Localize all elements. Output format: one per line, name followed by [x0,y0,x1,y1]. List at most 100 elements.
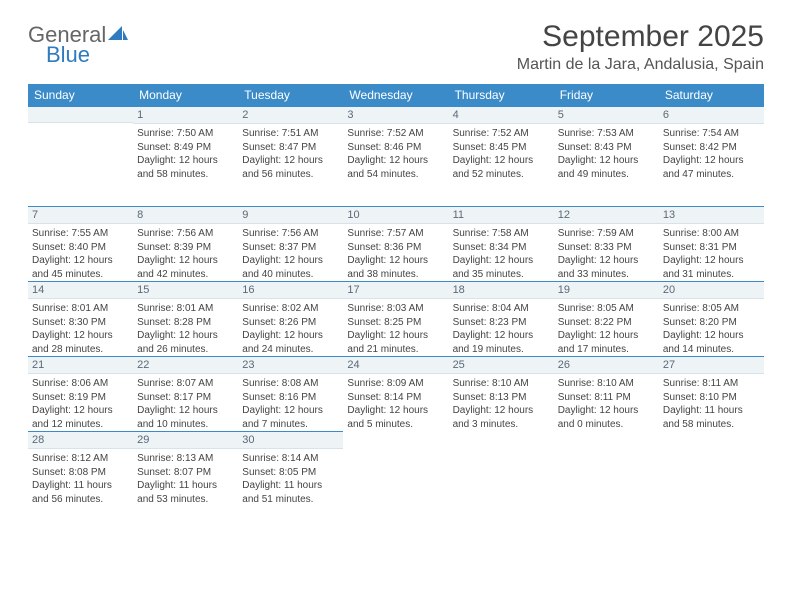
day-number: 4 [449,106,554,124]
daylight-line: Daylight: 12 hours and 38 minutes. [347,254,444,281]
daylight-line: Daylight: 12 hours and 45 minutes. [32,254,129,281]
sunrise-line: Sunrise: 7:50 AM [137,127,234,141]
day-info: Sunrise: 7:52 AMSunset: 8:46 PMDaylight:… [343,124,448,181]
calendar-cell [449,431,554,514]
daylight-line: Daylight: 12 hours and 42 minutes. [137,254,234,281]
day-number: 17 [343,281,448,299]
calendar-cell: 8Sunrise: 7:56 AMSunset: 8:39 PMDaylight… [133,206,238,281]
calendar-cell: 5Sunrise: 7:53 AMSunset: 8:43 PMDaylight… [554,106,659,206]
day-info: Sunrise: 7:59 AMSunset: 8:33 PMDaylight:… [554,224,659,281]
day-info: Sunrise: 8:11 AMSunset: 8:10 PMDaylight:… [659,374,764,431]
calendar-cell: 11Sunrise: 7:58 AMSunset: 8:34 PMDayligh… [449,206,554,281]
sunset-line: Sunset: 8:49 PM [137,141,234,155]
sunrise-line: Sunrise: 7:51 AM [242,127,339,141]
sunset-line: Sunset: 8:10 PM [663,391,760,405]
day-number: 10 [343,206,448,224]
weekday-header: Sunday [28,84,133,106]
sunrise-line: Sunrise: 8:10 AM [558,377,655,391]
day-number: 23 [238,356,343,374]
day-info: Sunrise: 7:52 AMSunset: 8:45 PMDaylight:… [449,124,554,181]
daylight-line: Daylight: 12 hours and 28 minutes. [32,329,129,356]
day-number: 12 [554,206,659,224]
day-info: Sunrise: 8:02 AMSunset: 8:26 PMDaylight:… [238,299,343,356]
sunrise-line: Sunrise: 8:01 AM [137,302,234,316]
sunrise-line: Sunrise: 7:54 AM [663,127,760,141]
calendar-cell: 15Sunrise: 8:01 AMSunset: 8:28 PMDayligh… [133,281,238,356]
sunrise-line: Sunrise: 7:52 AM [347,127,444,141]
logo-blue: Blue [46,44,128,66]
sunset-line: Sunset: 8:31 PM [663,241,760,255]
calendar-cell: 16Sunrise: 8:02 AMSunset: 8:26 PMDayligh… [238,281,343,356]
calendar-cell: 24Sunrise: 8:09 AMSunset: 8:14 PMDayligh… [343,356,448,431]
sunset-line: Sunset: 8:37 PM [242,241,339,255]
sunset-line: Sunset: 8:34 PM [453,241,550,255]
day-number: 26 [554,356,659,374]
sunrise-line: Sunrise: 8:01 AM [32,302,129,316]
calendar-cell: 10Sunrise: 7:57 AMSunset: 8:36 PMDayligh… [343,206,448,281]
sunrise-line: Sunrise: 8:09 AM [347,377,444,391]
day-info: Sunrise: 7:54 AMSunset: 8:42 PMDaylight:… [659,124,764,181]
daylight-line: Daylight: 12 hours and 3 minutes. [453,404,550,431]
daylight-line: Daylight: 12 hours and 47 minutes. [663,154,760,181]
day-number: 28 [28,431,133,449]
calendar-cell [28,106,133,206]
day-number: 7 [28,206,133,224]
daylight-line: Daylight: 12 hours and 21 minutes. [347,329,444,356]
day-info: Sunrise: 8:10 AMSunset: 8:11 PMDaylight:… [554,374,659,431]
calendar-cell: 30Sunrise: 8:14 AMSunset: 8:05 PMDayligh… [238,431,343,514]
sunset-line: Sunset: 8:39 PM [137,241,234,255]
sunrise-line: Sunrise: 7:55 AM [32,227,129,241]
sunset-line: Sunset: 8:05 PM [242,466,339,480]
calendar-cell: 13Sunrise: 8:00 AMSunset: 8:31 PMDayligh… [659,206,764,281]
sunset-line: Sunset: 8:16 PM [242,391,339,405]
sunset-line: Sunset: 8:20 PM [663,316,760,330]
day-number: 15 [133,281,238,299]
day-info: Sunrise: 8:05 AMSunset: 8:20 PMDaylight:… [659,299,764,356]
sunrise-line: Sunrise: 8:07 AM [137,377,234,391]
sunrise-line: Sunrise: 7:53 AM [558,127,655,141]
weekday-header: Tuesday [238,84,343,106]
day-info: Sunrise: 8:01 AMSunset: 8:28 PMDaylight:… [133,299,238,356]
day-info: Sunrise: 7:55 AMSunset: 8:40 PMDaylight:… [28,224,133,281]
day-info: Sunrise: 7:58 AMSunset: 8:34 PMDaylight:… [449,224,554,281]
sunset-line: Sunset: 8:19 PM [32,391,129,405]
calendar-week-row: 28Sunrise: 8:12 AMSunset: 8:08 PMDayligh… [28,431,764,514]
daylight-line: Daylight: 11 hours and 51 minutes. [242,479,339,506]
sunrise-line: Sunrise: 7:52 AM [453,127,550,141]
day-number: 11 [449,206,554,224]
day-number: 19 [554,281,659,299]
sunset-line: Sunset: 8:23 PM [453,316,550,330]
day-info: Sunrise: 8:09 AMSunset: 8:14 PMDaylight:… [343,374,448,431]
day-info: Sunrise: 8:07 AMSunset: 8:17 PMDaylight:… [133,374,238,431]
sunset-line: Sunset: 8:43 PM [558,141,655,155]
sunset-line: Sunset: 8:11 PM [558,391,655,405]
calendar-cell [659,431,764,514]
calendar-cell: 29Sunrise: 8:13 AMSunset: 8:07 PMDayligh… [133,431,238,514]
day-number: 22 [133,356,238,374]
day-number: 3 [343,106,448,124]
daylight-line: Daylight: 12 hours and 14 minutes. [663,329,760,356]
day-info: Sunrise: 7:53 AMSunset: 8:43 PMDaylight:… [554,124,659,181]
day-number: 20 [659,281,764,299]
day-info: Sunrise: 8:03 AMSunset: 8:25 PMDaylight:… [343,299,448,356]
calendar-cell: 23Sunrise: 8:08 AMSunset: 8:16 PMDayligh… [238,356,343,431]
day-info: Sunrise: 8:06 AMSunset: 8:19 PMDaylight:… [28,374,133,431]
sunrise-line: Sunrise: 8:14 AM [242,452,339,466]
sunrise-line: Sunrise: 8:10 AM [453,377,550,391]
day-number: 18 [449,281,554,299]
calendar-cell [343,431,448,514]
calendar-cell: 12Sunrise: 7:59 AMSunset: 8:33 PMDayligh… [554,206,659,281]
calendar-cell: 7Sunrise: 7:55 AMSunset: 8:40 PMDaylight… [28,206,133,281]
day-info: Sunrise: 8:12 AMSunset: 8:08 PMDaylight:… [28,449,133,506]
calendar-cell: 21Sunrise: 8:06 AMSunset: 8:19 PMDayligh… [28,356,133,431]
sunrise-line: Sunrise: 8:05 AM [663,302,760,316]
sunrise-line: Sunrise: 7:56 AM [242,227,339,241]
empty-cell [659,431,764,514]
sunset-line: Sunset: 8:47 PM [242,141,339,155]
sunset-line: Sunset: 8:28 PM [137,316,234,330]
day-number: 21 [28,356,133,374]
weekday-header: Monday [133,84,238,106]
daylight-line: Daylight: 12 hours and 35 minutes. [453,254,550,281]
calendar-cell: 6Sunrise: 7:54 AMSunset: 8:42 PMDaylight… [659,106,764,206]
day-number: 25 [449,356,554,374]
